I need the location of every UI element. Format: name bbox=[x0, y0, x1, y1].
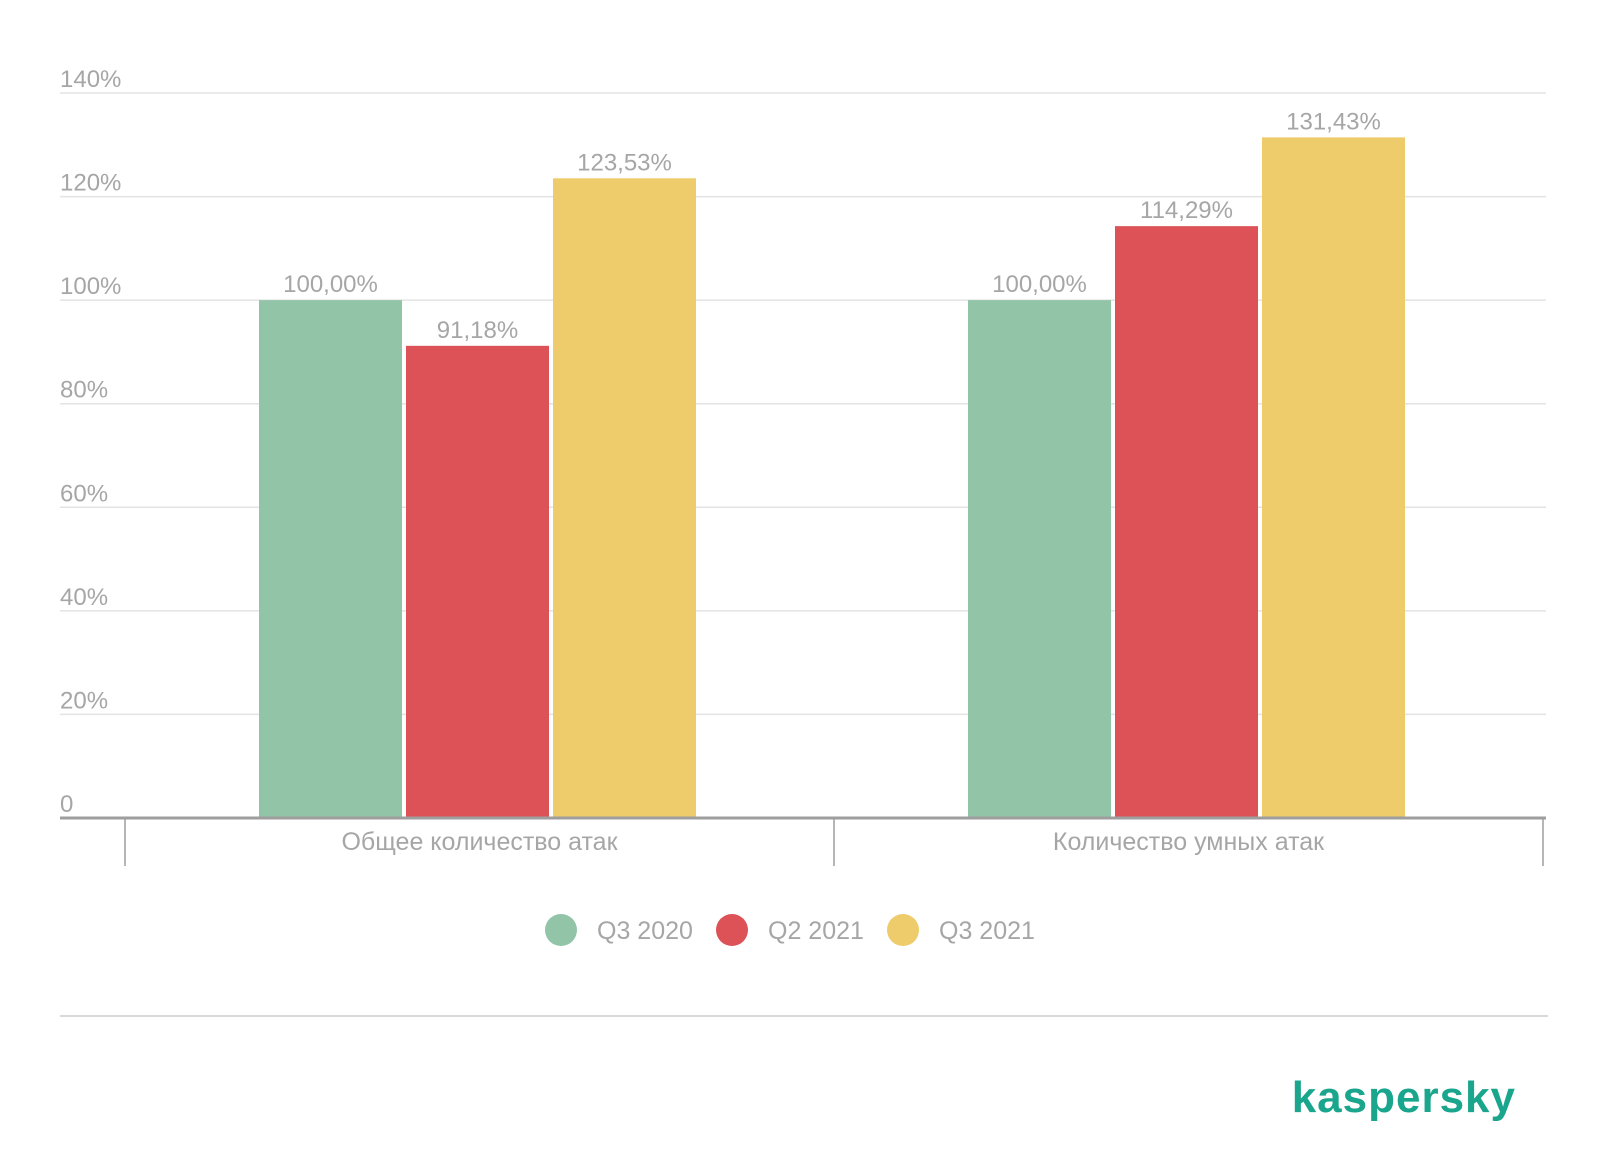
bar bbox=[259, 300, 402, 819]
kaspersky-logo: kaspersky bbox=[1292, 1073, 1516, 1122]
data-labels: 100,00% 91,18% 123,53% 100,00% 114,29% 131,43… bbox=[283, 108, 1381, 343]
x-tick-label: Количество умных атак bbox=[1053, 828, 1325, 856]
y-tick-label: 0 bbox=[60, 791, 73, 818]
bar bbox=[1262, 137, 1405, 818]
y-axis-ticks: 0 20% 40% 60% 80% 100% 120% 140% bbox=[60, 66, 121, 818]
y-tick-label: 120% bbox=[60, 170, 121, 197]
data-label: 123,53% bbox=[577, 149, 672, 176]
bar bbox=[968, 300, 1111, 819]
data-label: 91,18% bbox=[437, 317, 518, 344]
legend-swatch bbox=[545, 914, 577, 946]
y-tick-label: 140% bbox=[60, 66, 121, 93]
data-label: 100,00% bbox=[992, 271, 1087, 298]
bars bbox=[259, 137, 1405, 819]
data-label: 114,29% bbox=[1140, 197, 1233, 224]
legend-swatch bbox=[887, 914, 919, 946]
y-tick-label: 20% bbox=[60, 687, 108, 714]
legend: Q3 2020 Q2 2021 Q3 2021 bbox=[545, 914, 1035, 946]
y-tick-label: 80% bbox=[60, 377, 108, 404]
y-tick-label: 40% bbox=[60, 584, 108, 611]
legend-label: Q3 2021 bbox=[939, 917, 1035, 945]
bar bbox=[553, 178, 696, 818]
x-tick-label: Общее количество атак bbox=[341, 828, 618, 856]
bar bbox=[406, 345, 549, 818]
legend-label: Q2 2021 bbox=[768, 917, 864, 945]
data-label: 100,00% bbox=[283, 271, 378, 298]
y-tick-label: 60% bbox=[60, 480, 108, 507]
y-tick-label: 100% bbox=[60, 273, 121, 300]
x-axis: Общее количество атак Количество умных ат… bbox=[60, 816, 1546, 866]
bar bbox=[1115, 226, 1258, 819]
legend-label: Q3 2020 bbox=[597, 917, 693, 945]
legend-swatch bbox=[716, 914, 748, 946]
data-label: 131,43% bbox=[1286, 108, 1381, 135]
